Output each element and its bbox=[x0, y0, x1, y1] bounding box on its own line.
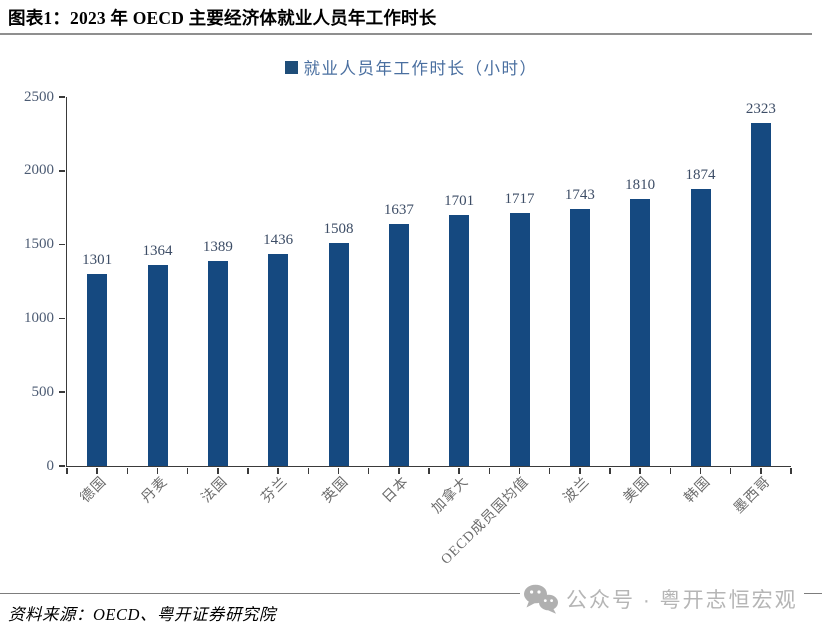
bar-value-label: 2323 bbox=[745, 101, 776, 118]
x-axis-tick-mark bbox=[548, 468, 551, 474]
bar-value-label: 1301 bbox=[82, 251, 113, 268]
x-axis-tick-mark bbox=[277, 468, 279, 474]
x-axis-tick-mark bbox=[186, 468, 189, 474]
bar-value-label: 1637 bbox=[383, 202, 414, 219]
plot-area: 1301 德国 1364 丹麦 1389 法国 1436 芬兰 1508 英国 1637 日本 1701… bbox=[59, 96, 792, 568]
x-axis-tick-mark bbox=[126, 468, 129, 474]
y-axis-tick-mark bbox=[59, 465, 65, 467]
x-axis-tick-mark bbox=[307, 468, 310, 474]
y-axis: 0 500 1000 1500 2000 2500 bbox=[0, 89, 55, 473]
x-axis-tick-mark bbox=[518, 468, 521, 474]
x-axis-tick-mark bbox=[669, 468, 672, 474]
wechat-icon bbox=[524, 584, 558, 614]
x-axis-tick-mark bbox=[217, 468, 219, 474]
bar-芬兰 bbox=[268, 254, 289, 466]
x-axis-category-label: 美国 bbox=[621, 474, 654, 507]
x-axis-category-label: 加拿大 bbox=[429, 474, 473, 517]
y-axis-tick-mark bbox=[59, 96, 65, 98]
x-axis-category-label: 芬兰 bbox=[259, 474, 292, 507]
bar-韩国 bbox=[690, 189, 711, 466]
y-axis-tick-mark bbox=[59, 391, 65, 393]
bar-value-label: 1810 bbox=[625, 176, 656, 193]
legend-swatch bbox=[284, 60, 298, 74]
x-axis-tick-mark bbox=[790, 468, 792, 474]
bar-value-label: 1364 bbox=[142, 242, 173, 259]
x-axis-category-label: 波兰 bbox=[560, 474, 593, 507]
x-axis-tick-mark bbox=[488, 468, 491, 474]
bar-丹麦 bbox=[147, 264, 168, 466]
legend-label: 就业人员年工作时长（小时） bbox=[303, 59, 538, 78]
bar-波兰 bbox=[569, 208, 590, 466]
x-axis-tick-mark bbox=[609, 468, 611, 474]
footer-divider bbox=[0, 593, 822, 594]
x-axis-tick-mark bbox=[699, 468, 702, 474]
bar-日本 bbox=[388, 224, 409, 466]
bar-美国 bbox=[630, 198, 651, 466]
chart-legend: 就业人员年工作时长（小时） bbox=[0, 55, 822, 79]
y-axis-tick-label: 2500 bbox=[24, 88, 54, 105]
x-axis-tick-mark bbox=[729, 468, 732, 474]
x-axis-tick-mark bbox=[398, 468, 400, 474]
x-axis-tick-mark bbox=[760, 468, 762, 474]
y-axis-tick-mark bbox=[59, 317, 65, 320]
watermark: 公众号 · 粤开志恒宏观 bbox=[520, 582, 804, 616]
bar-OECD成员国均值 bbox=[509, 212, 530, 466]
x-axis-tick-mark bbox=[96, 468, 98, 474]
bar-法国 bbox=[207, 260, 228, 466]
y-axis-tick-label: 1000 bbox=[24, 309, 54, 326]
x-axis-tick-mark bbox=[247, 468, 249, 474]
x-axis-tick-mark bbox=[428, 468, 430, 474]
x-axis-tick-mark bbox=[156, 468, 159, 474]
bar-加拿大 bbox=[449, 214, 470, 466]
bar-chart: 就业人员年工作时长（小时） 0 500 1000 1500 2000 2500 1301 德… bbox=[0, 55, 822, 568]
x-axis-tick-mark bbox=[66, 468, 68, 474]
source-note: 资料来源：OECD、粤开证券研究院 bbox=[8, 605, 276, 624]
bar-墨西哥 bbox=[750, 123, 771, 466]
bar-德国 bbox=[87, 273, 108, 466]
y-axis-tick-label: 2000 bbox=[24, 162, 54, 179]
x-axis-tick-mark bbox=[579, 468, 581, 474]
x-axis-category-label: 德国 bbox=[78, 474, 111, 507]
y-axis-tick-label: 500 bbox=[31, 383, 55, 400]
x-axis-category-label: 日本 bbox=[379, 474, 412, 507]
x-axis-tick-mark bbox=[367, 468, 370, 474]
bar-value-label: 1743 bbox=[564, 186, 595, 203]
x-axis-category-label: 丹麦 bbox=[138, 474, 171, 507]
x-axis-category-label: 墨西哥 bbox=[731, 474, 774, 517]
bar-value-label: 1508 bbox=[323, 221, 354, 238]
bar-英国 bbox=[328, 243, 349, 466]
y-axis-tick-label: 1500 bbox=[24, 236, 54, 253]
bar-value-label: 1701 bbox=[444, 192, 475, 209]
x-axis-category-label: 英国 bbox=[319, 474, 352, 507]
bar-value-label: 1717 bbox=[504, 190, 535, 207]
figure-title: 图表1：2023 年 OECD 主要经济体就业人员年工作时长 bbox=[8, 8, 437, 28]
x-axis-tick-mark bbox=[337, 468, 340, 474]
y-axis-tick-mark bbox=[59, 170, 65, 172]
bar-value-label: 1436 bbox=[263, 232, 294, 249]
title-divider bbox=[0, 33, 812, 35]
x-axis-tick-mark bbox=[639, 468, 641, 474]
y-axis-tick-mark bbox=[59, 243, 65, 246]
bar-value-label: 1389 bbox=[202, 238, 233, 255]
x-axis-tick-mark bbox=[458, 468, 460, 474]
y-axis-tick-label: 0 bbox=[46, 457, 55, 474]
bar-value-label: 1874 bbox=[685, 167, 716, 184]
x-axis-category-label: 法国 bbox=[198, 474, 231, 507]
x-axis-category-label: 韩国 bbox=[681, 474, 714, 507]
watermark-label: 公众号 · 粤开志恒宏观 bbox=[566, 589, 798, 612]
